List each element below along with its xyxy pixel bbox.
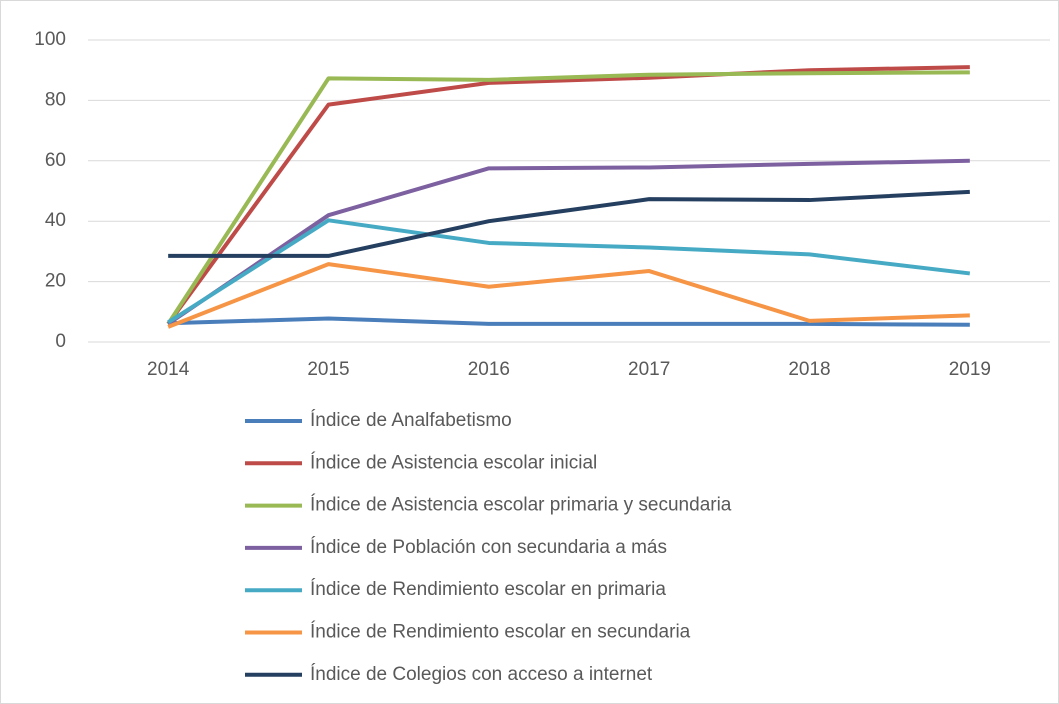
y-tick-label: 60 [45,150,66,171]
y-tick-label: 40 [45,210,66,231]
legend-label: Índice de Analfabetismo [310,410,512,431]
series-line [166,70,970,325]
x-tick-label: 2018 [788,359,830,380]
y-tick-label: 20 [45,271,66,292]
series-line [168,189,970,258]
legend-label: Índice de Rendimiento escolar en secunda… [310,622,691,643]
x-tick-label: 2015 [307,359,349,380]
legend-label: Índice de Asistencia escolar inicial [310,452,597,473]
legend-label: Índice de Colegios con acceso a internet [310,664,653,685]
x-tick-label: 2017 [628,359,670,380]
y-tick-label: 0 [55,331,66,352]
legend-label: Índice de Población con secundaria a más [310,537,667,558]
y-tick-label: 100 [34,29,66,50]
series-line [166,65,970,326]
x-tick-label: 2014 [147,359,190,380]
y-tick-label: 80 [45,89,66,110]
legend-label: Índice de Rendimiento escolar en primari… [310,579,666,600]
x-tick-label: 2019 [949,359,991,380]
x-tick-label: 2016 [468,359,510,380]
series-line [168,316,970,327]
legend-label: Índice de Asistencia escolar primaria y … [310,495,732,516]
series-line [167,218,971,325]
series-line [167,262,970,329]
series-line [167,158,970,326]
